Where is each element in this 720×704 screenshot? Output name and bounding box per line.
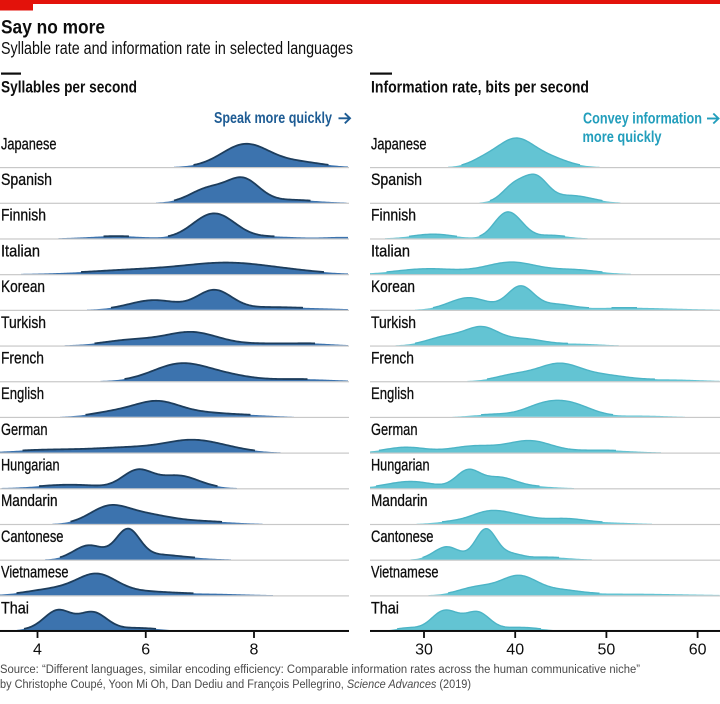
svg-text:60: 60 [689, 642, 707, 659]
svg-text:Mandarin: Mandarin [371, 491, 428, 510]
svg-text:Thai: Thai [371, 598, 399, 617]
svg-text:Syllable rate and information: Syllable rate and information rate in se… [1, 38, 353, 58]
svg-text:Vietnamese: Vietnamese [371, 563, 439, 582]
svg-text:Say no more: Say no more [1, 18, 105, 39]
svg-text:8: 8 [250, 642, 259, 659]
svg-text:Korean: Korean [1, 277, 45, 296]
svg-text:Turkish: Turkish [371, 313, 416, 332]
svg-text:Speak more quickly: Speak more quickly [214, 110, 332, 127]
svg-text:50: 50 [598, 642, 616, 659]
svg-text:Hungarian: Hungarian [371, 456, 430, 475]
svg-text:Source: “Different languages,: Source: “Different languages, similar en… [0, 664, 640, 676]
svg-text:Thai: Thai [1, 598, 29, 617]
svg-text:6: 6 [141, 642, 150, 659]
svg-text:40: 40 [506, 642, 524, 659]
svg-text:French: French [371, 348, 414, 367]
svg-text:Japanese: Japanese [1, 134, 57, 153]
svg-text:German: German [1, 420, 48, 439]
svg-text:Turkish: Turkish [1, 313, 46, 332]
svg-text:Cantonese: Cantonese [1, 527, 64, 546]
svg-text:Italian: Italian [1, 241, 40, 260]
svg-text:Spanish: Spanish [371, 170, 422, 189]
svg-text:Cantonese: Cantonese [371, 527, 434, 546]
svg-text:more quickly: more quickly [583, 129, 662, 146]
svg-text:Hungarian: Hungarian [1, 456, 60, 475]
svg-text:4: 4 [33, 642, 42, 659]
svg-text:German: German [371, 420, 418, 439]
svg-text:Syllables per second: Syllables per second [1, 78, 137, 97]
svg-text:Korean: Korean [371, 277, 415, 296]
svg-text:30: 30 [415, 642, 433, 659]
svg-text:Information rate, bits per sec: Information rate, bits per second [371, 78, 589, 97]
svg-text:Spanish: Spanish [1, 170, 52, 189]
svg-text:Japanese: Japanese [371, 134, 427, 153]
svg-text:English: English [1, 384, 44, 403]
svg-text:Mandarin: Mandarin [1, 491, 58, 510]
svg-text:Finnish: Finnish [371, 206, 416, 225]
svg-text:Vietnamese: Vietnamese [1, 563, 69, 582]
svg-text:French: French [1, 348, 44, 367]
svg-text:English: English [371, 384, 414, 403]
svg-text:Convey information: Convey information [583, 111, 702, 128]
svg-text:Italian: Italian [371, 241, 410, 260]
svg-text:Finnish: Finnish [1, 206, 46, 225]
svg-text:by Christophe Coupé, Yoon Mi O: by Christophe Coupé, Yoon Mi Oh, Dan Ded… [0, 679, 471, 691]
